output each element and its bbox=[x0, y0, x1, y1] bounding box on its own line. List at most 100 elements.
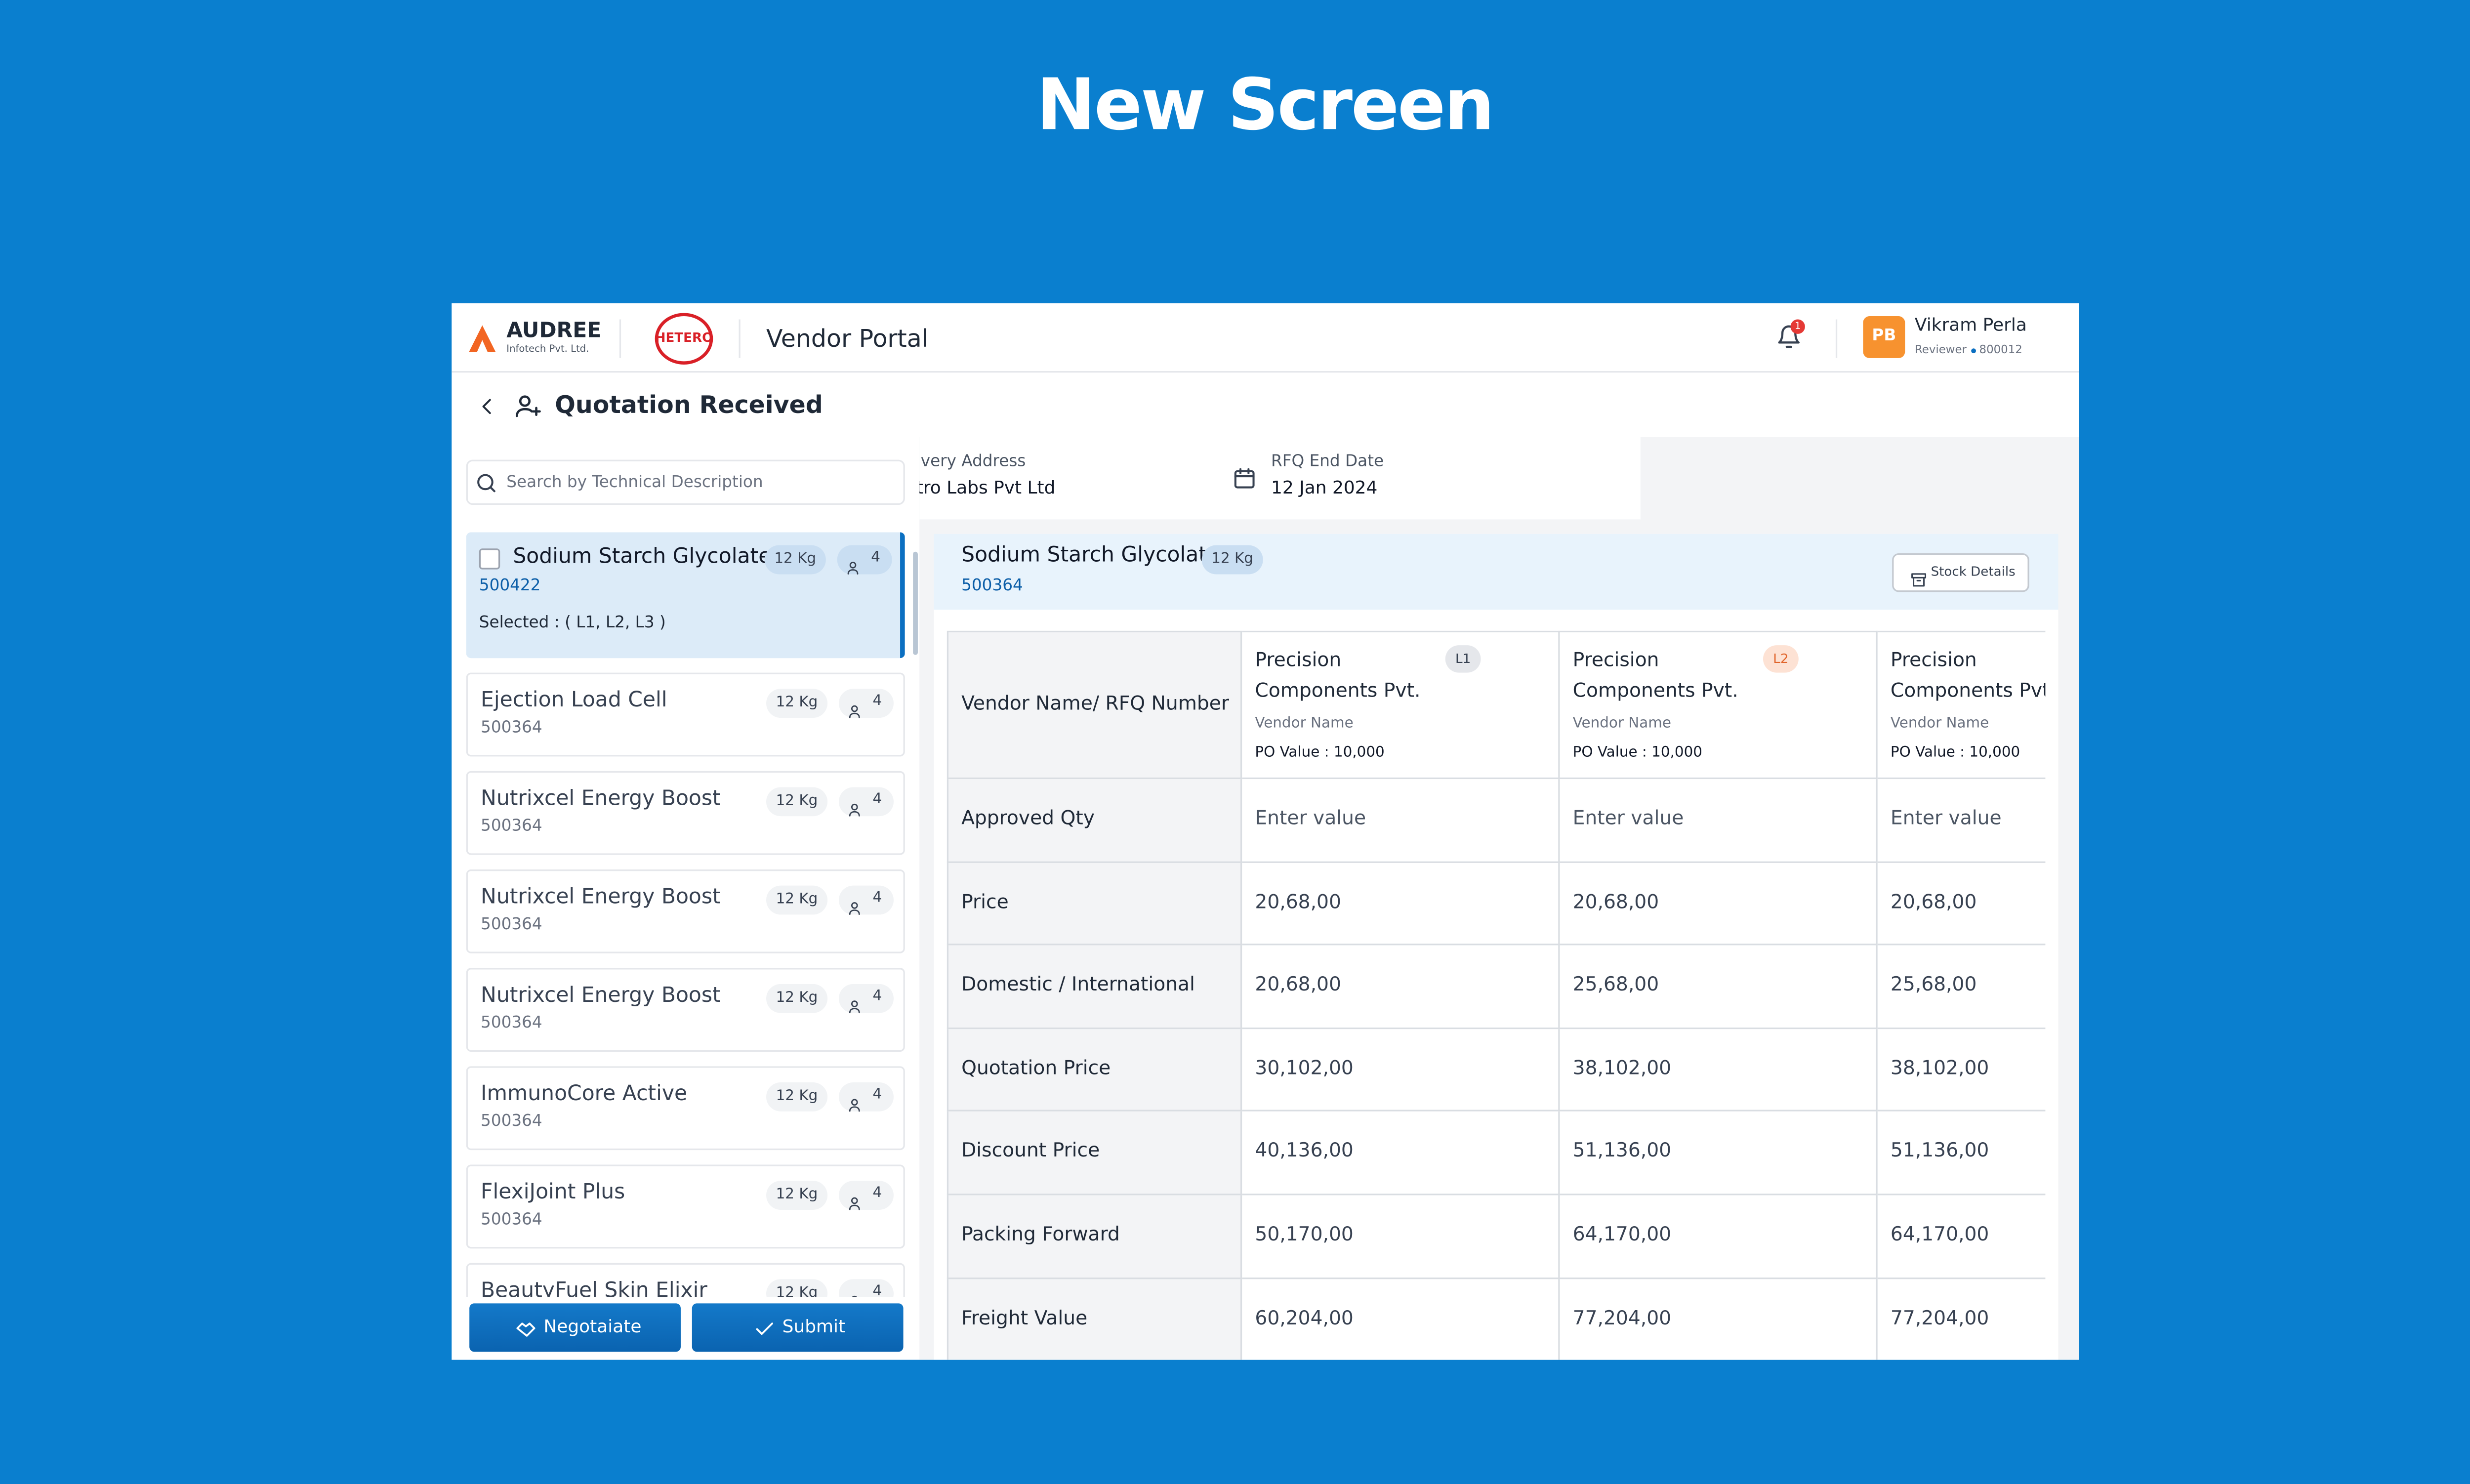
vendor-name: Precision Components Pvt. bbox=[1255, 648, 1421, 702]
qty-chip: 12 Kg bbox=[766, 1181, 827, 1210]
value-cell: 51,136,00 bbox=[1877, 1112, 2046, 1195]
info-bar: ivery Address tro Labs Pvt Ltd RFQ End Dat… bbox=[919, 437, 1641, 520]
vendor-sub: Vendor Name bbox=[1890, 716, 1989, 733]
info-label: RFQ End Date bbox=[1271, 453, 1384, 471]
item-card[interactable]: Nutrixcel Energy Boost 12 Kg 4 500364 bbox=[466, 771, 905, 855]
value-cell: 51,136,00 bbox=[1560, 1112, 1878, 1195]
vendor-header-cell: Precision Components Pvt. Vendor Name PO V… bbox=[1877, 630, 2046, 780]
value-cell[interactable]: Enter value bbox=[1877, 779, 2046, 863]
back-button[interactable] bbox=[476, 394, 498, 416]
item-code: 500364 bbox=[481, 916, 542, 934]
vendor-icon bbox=[849, 695, 865, 718]
page-title: Quotation Received bbox=[555, 390, 823, 419]
input-placeholder: Enter value bbox=[1572, 806, 1684, 829]
cell-value: 20,68,00 bbox=[1572, 890, 1659, 912]
row-label-cell: Approved Qty bbox=[947, 779, 1242, 863]
item-name: Sodium Starch Glycolate bbox=[513, 545, 772, 570]
value-cell: 38,102,00 bbox=[1560, 1029, 1878, 1113]
brand-sub: Infotech Pvt. Ltd. bbox=[506, 343, 589, 355]
vendor-icon bbox=[849, 990, 865, 1014]
vendor-count-chip: 4 bbox=[838, 885, 894, 915]
vendor-count-chip: 4 bbox=[838, 1082, 894, 1112]
row-label-cell: Quotation Price bbox=[947, 1029, 1242, 1113]
row-label: Domestic / International bbox=[961, 973, 1195, 996]
qty-chip: 12 Kg bbox=[764, 545, 826, 575]
vendor-po: PO Value : 10,000 bbox=[1890, 745, 2020, 762]
value-cell: 64,170,00 bbox=[1560, 1195, 1878, 1279]
content-area: ivery Address tro Labs Pvt Ltd RFQ End Dat… bbox=[919, 437, 2079, 1360]
divider bbox=[619, 319, 621, 358]
value-cell: 30,102,00 bbox=[1242, 1029, 1560, 1113]
item-card[interactable]: Ejection Load Cell 12 Kg 4 500364 bbox=[466, 672, 905, 757]
item-card[interactable]: FlexiJoint Plus 12 Kg 4 500364 bbox=[466, 1164, 905, 1249]
stock-details-button[interactable]: Stock Details bbox=[1892, 553, 2029, 592]
vendor-count: 4 bbox=[872, 1087, 882, 1104]
row-label-cell: Discount Price bbox=[947, 1112, 1242, 1195]
checkbox[interactable] bbox=[479, 548, 500, 570]
handshake-icon bbox=[515, 1316, 537, 1339]
item-code: 500364 bbox=[481, 1113, 542, 1131]
item-card[interactable]: Nutrixcel Energy Boost 12 Kg 4 500364 bbox=[466, 968, 905, 1052]
action-label: Negotaiate bbox=[543, 1316, 642, 1337]
item-card[interactable]: ImmunoCore Active 12 Kg 4 500364 bbox=[466, 1066, 905, 1151]
rank-chip: L2 bbox=[1763, 645, 1799, 673]
value-cell: 50,170,00 bbox=[1242, 1195, 1560, 1279]
value-cell[interactable]: Enter value bbox=[1242, 779, 1560, 863]
vendor-count: 4 bbox=[872, 694, 882, 710]
info-value: tro Labs Pvt Ltd bbox=[919, 477, 1056, 498]
cell-value: 64,170,00 bbox=[1572, 1223, 1672, 1245]
item-code: 500422 bbox=[479, 577, 541, 595]
value-cell: 77,204,00 bbox=[1560, 1278, 1878, 1360]
action-button[interactable]: Negotaiate bbox=[469, 1303, 681, 1352]
product-header: Sodium Starch Glycolate 12 Kg 500364 Stock … bbox=[934, 534, 2058, 610]
cell-value: 30,102,00 bbox=[1255, 1056, 1354, 1079]
item-card-selected[interactable]: Sodium Starch Glycolate 12 Kg 4 500422 Selec… bbox=[466, 532, 905, 659]
cell-value: 38,102,00 bbox=[1572, 1056, 1672, 1079]
item-card[interactable]: BeautyFuel Skin Elixir 12 Kg 4 bbox=[466, 1263, 905, 1297]
vendor-count: 4 bbox=[872, 1284, 882, 1297]
user-add-icon bbox=[515, 392, 542, 419]
item-code: 500364 bbox=[481, 1211, 542, 1230]
vendor-icon bbox=[849, 1089, 865, 1112]
product-name: Sodium Starch Glycolate bbox=[961, 543, 1220, 568]
value-cell: 64,170,00 bbox=[1877, 1195, 2046, 1279]
cell-value: 40,136,00 bbox=[1255, 1139, 1354, 1162]
search-placeholder: Search by Technical Description bbox=[506, 474, 763, 492]
cell-value: 60,204,00 bbox=[1255, 1306, 1354, 1329]
search-box[interactable]: Search by Technical Description bbox=[466, 459, 905, 505]
brand-logo bbox=[464, 323, 500, 355]
item-name: FlexiJoint Plus bbox=[481, 1181, 625, 1205]
cell-value: 51,136,00 bbox=[1572, 1139, 1672, 1162]
qty-chip: 12 Kg bbox=[1201, 545, 1263, 575]
qty-chip: 12 Kg bbox=[766, 787, 827, 817]
vendor-count-chip: 4 bbox=[838, 787, 894, 817]
vendor-sub: Vendor Name bbox=[1255, 716, 1354, 733]
qty-chip: 12 Kg bbox=[766, 984, 827, 1013]
partner-logo: HETERO bbox=[655, 313, 713, 365]
notification-bell[interactable] bbox=[1776, 324, 1802, 350]
vendor-icon bbox=[849, 794, 865, 817]
box-icon bbox=[1910, 565, 1928, 587]
vendor-count: 4 bbox=[872, 989, 882, 1005]
qty-chip: 12 Kg bbox=[766, 1082, 827, 1112]
item-card[interactable]: Nutrixcel Energy Boost 12 Kg 4 500364 bbox=[466, 869, 905, 953]
app-header: AUDREE Infotech Pvt. Ltd. HETERO Vendor Por… bbox=[452, 303, 2079, 373]
row-label-cell: Domestic / International bbox=[947, 946, 1242, 1029]
brand-name: AUDREE bbox=[506, 319, 602, 344]
vendor-name: Precision Components Pvt. bbox=[1890, 648, 2046, 702]
item-name: Nutrixcel Energy Boost bbox=[481, 787, 721, 812]
vendor-count: 4 bbox=[872, 1185, 882, 1202]
vendor-count-chip: 4 bbox=[837, 545, 892, 575]
value-cell[interactable]: Enter value bbox=[1560, 779, 1878, 863]
action-button[interactable]: Submit bbox=[692, 1303, 904, 1352]
input-placeholder: Enter value bbox=[1890, 806, 2002, 829]
vendor-header-cell: Precision Components Pvt. Vendor Name PO V… bbox=[1242, 630, 1560, 780]
item-code: 500364 bbox=[481, 1014, 542, 1032]
vendor-po: PO Value : 10,000 bbox=[1255, 745, 1385, 762]
row-label-cell: Freight Value bbox=[947, 1278, 1242, 1360]
cell-value: 77,204,00 bbox=[1890, 1306, 1989, 1329]
vendor-po: PO Value : 10,000 bbox=[1572, 745, 1703, 762]
value-cell: 38,102,00 bbox=[1877, 1029, 2046, 1113]
value-cell: 20,68,00 bbox=[1560, 862, 1878, 946]
